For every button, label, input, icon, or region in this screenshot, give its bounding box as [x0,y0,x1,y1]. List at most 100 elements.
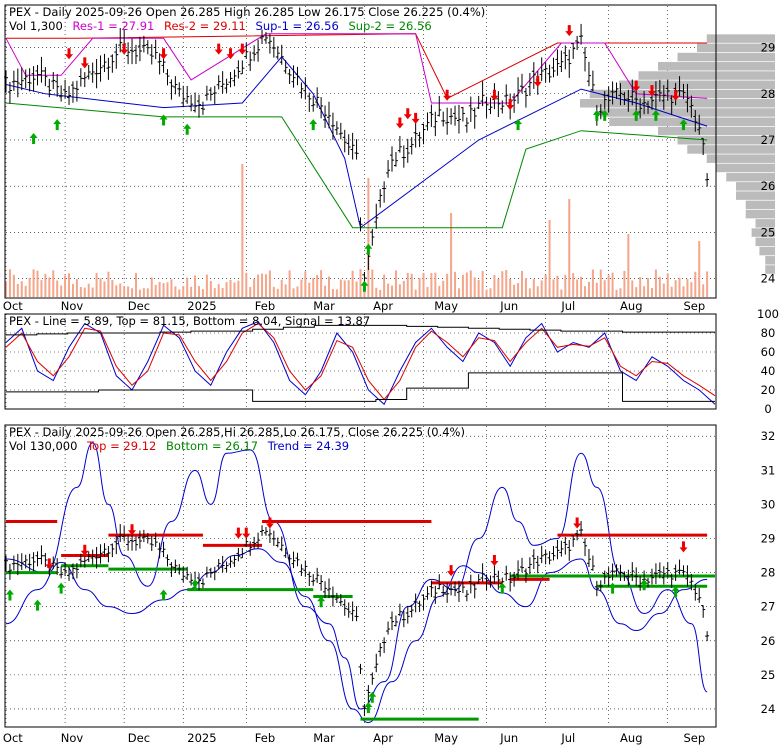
up-arrow [651,109,660,121]
x-tick-label: 2025 [187,731,216,745]
volume-bar [312,277,315,297]
y-tick-label: 31 [761,463,776,477]
down-arrow [573,517,582,529]
volume-bar [505,270,508,297]
profile-bar [697,43,775,53]
volume-bar [662,283,665,297]
volume-bar [292,288,295,297]
stochastic-signal-line [5,322,716,401]
volume-bar [182,286,185,297]
up-arrow [364,701,373,713]
down-arrow [265,517,274,529]
volume-bar [284,284,287,297]
down-arrow [159,48,168,60]
up-arrow [608,582,617,594]
volume-bar [162,283,165,297]
volume-bar [379,289,382,297]
up-arrow [360,280,369,292]
volume-bar [68,273,71,297]
volume-bar [619,288,622,297]
volume-bar [339,279,342,297]
volume-bar [138,289,141,297]
volume-bar [532,279,535,297]
volume-bar [103,281,106,297]
x-tick-label: Oct [3,299,23,313]
up-arrow [514,119,523,131]
volume-bar [8,269,11,297]
stochastic-title: PEX - Line = 5.89, Top = 81.15, Bottom =… [9,314,370,328]
volume-bar [87,283,90,297]
volume-bar [611,272,614,297]
volume-bar [410,273,413,297]
volume-bar [658,276,661,297]
volume-bar [56,280,59,297]
volume-bar [194,275,197,297]
trend-frame [4,424,717,728]
volume-bar [678,277,681,297]
up-arrow [364,243,373,255]
stochastic-y-ticks: 100 80 60 40 20 0 [757,307,779,416]
volume-bar [249,287,252,297]
volume-bar [288,270,291,297]
trend-legend: Vol 130,000 Top = 29.12 Bottom = 26.17 T… [9,439,349,453]
trend-legend-bottom: Bottom = 26.17 [166,439,258,453]
x-tick-label: May [434,299,458,313]
volume-bar [95,272,98,297]
x-tick-label: Feb [255,731,275,745]
down-arrow [45,558,54,570]
volume-bar [702,284,705,297]
volume-bar [603,280,606,297]
volume-bar [450,213,453,297]
down-arrow [242,527,251,539]
up-arrow [33,599,42,611]
volume-bar [647,278,650,297]
trend-legend-vol: Vol 130,000 [9,439,77,453]
volume-bar [580,276,583,297]
volume-bar [186,277,189,297]
volume-bar [5,281,7,297]
trend-price-bars [4,521,710,717]
up-arrow [159,114,168,126]
down-arrow [411,112,420,124]
y-tick-label: 29 [761,532,776,546]
price-frame [4,4,717,299]
volume-bar [513,284,516,297]
volume-bar [457,288,460,297]
volume-bar [107,271,110,297]
profile-bar [736,182,775,191]
profile-bar [755,219,775,228]
volume-bar [12,274,15,297]
up-arrow [592,109,601,121]
volume-bar [20,281,23,297]
y-tick-label: 24 [761,272,776,286]
volume-bar [607,275,610,297]
volume-bar [28,277,31,297]
profile-bar [755,237,775,247]
volume-bar [316,274,319,297]
x-axis-top: Oct Nov Dec 2025 Feb Mar Apr May Jun Jul Aug Sep [3,299,705,313]
volume-bar [71,284,74,297]
volume-bar [170,279,173,297]
y-tick-label: 27 [761,133,776,147]
up-arrow [671,586,680,598]
volume-bar [686,279,689,297]
volume-bar [327,276,330,297]
volume-bar [296,286,299,297]
volume-bar [375,287,378,297]
stochastic-title-text: PEX - Line = 5.89, Top = 81.15, Bottom =… [9,314,370,328]
volume-bar [272,286,275,297]
stochastic-line-line [5,320,716,406]
volume-bar [190,286,193,297]
volume-bar [324,285,327,297]
volume-bar [666,273,669,297]
profile-bar [736,191,775,200]
trend-legend-top: Top = 29.12 [86,439,156,453]
volume-bar [367,178,370,297]
up-arrow [632,109,641,121]
volume-bar [461,274,464,297]
y-tick-label: 32 [761,429,776,443]
res1-line [5,33,708,104]
signal-arrows [29,25,688,292]
x-tick-label: Aug [620,299,642,313]
